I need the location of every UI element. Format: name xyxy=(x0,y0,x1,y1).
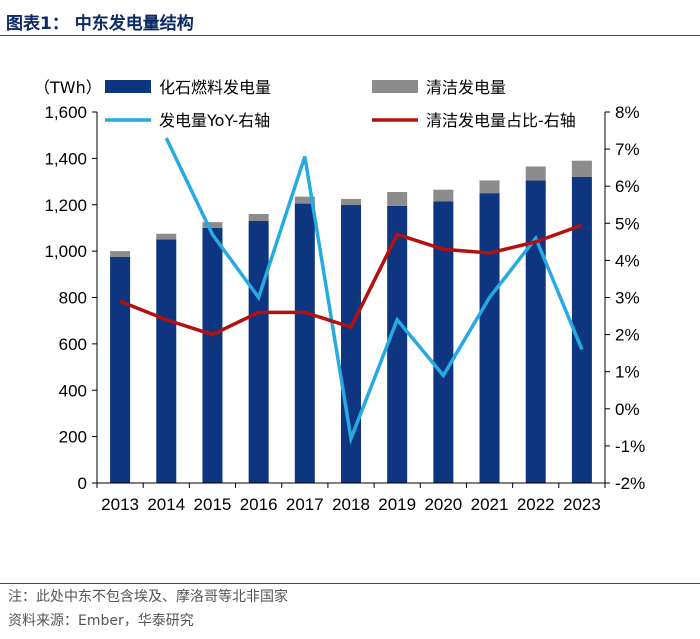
legend-clean-swatch xyxy=(372,80,418,93)
right-axis-tick-label: 8% xyxy=(615,103,640,122)
right-axis-tick-label: 4% xyxy=(615,251,640,270)
fossil-generation-bar xyxy=(248,220,269,483)
x-axis-tick-label: 2020 xyxy=(424,495,462,514)
right-axis-tick-label: 0% xyxy=(615,400,640,419)
legend-fossil-swatch xyxy=(105,80,151,93)
left-axis-tick-label: 800 xyxy=(59,289,87,308)
x-axis-tick-label: 2023 xyxy=(563,495,601,514)
left-axis-tick-label: 600 xyxy=(59,335,87,354)
x-axis-tick-label: 2022 xyxy=(517,495,555,514)
right-axis-tick-label: -1% xyxy=(615,437,645,456)
footnote: 注：此处中东不包含埃及、摩洛哥等北非国家 xyxy=(8,589,288,605)
clean-generation-bar xyxy=(294,196,315,204)
header-divider xyxy=(0,35,700,36)
clean-generation-bar xyxy=(110,251,131,257)
left-axis-tick-label: 400 xyxy=(59,381,87,400)
legend-yoy-label: 发电量YoY-右轴 xyxy=(159,111,270,130)
x-axis-tick-label: 2017 xyxy=(286,495,324,514)
footer-divider xyxy=(0,583,700,584)
right-axis-tick-label: -2% xyxy=(615,474,645,493)
left-axis-tick-label: 1,000 xyxy=(44,242,87,261)
figure-title: 图表1： 中东发电量结构 xyxy=(6,14,194,34)
x-axis-tick-label: 2013 xyxy=(101,495,139,514)
left-axis-unit: （TWh） xyxy=(34,78,102,97)
right-axis-tick-label: 6% xyxy=(615,177,640,196)
fossil-generation-bar xyxy=(387,205,408,484)
figure-header: 图表1： 中东发电量结构 xyxy=(0,0,700,38)
x-axis-tick-label: 2016 xyxy=(240,495,278,514)
x-axis-tick-label: 2014 xyxy=(147,495,185,514)
left-axis-tick-label: 0 xyxy=(78,474,87,493)
left-axis-tick-label: 1,600 xyxy=(44,103,87,122)
x-axis-tick-label: 2019 xyxy=(378,495,416,514)
line-series xyxy=(119,137,584,446)
x-axis-tick-label: 2015 xyxy=(194,495,232,514)
yoy-line xyxy=(164,137,584,446)
left-axis-tick-label: 200 xyxy=(59,428,87,447)
axes: 0 200 400 600 800 1,000 1,200 1,400 1,600 -2% -1% 0… xyxy=(44,103,645,514)
clean-generation-bar xyxy=(202,222,223,228)
x-axis-tick-label: 2021 xyxy=(471,495,509,514)
right-axis-tick-label: 5% xyxy=(615,214,640,233)
fossil-generation-bar xyxy=(110,256,131,483)
right-axis-tick-label: 1% xyxy=(615,363,640,382)
clean-generation-bar xyxy=(341,198,361,205)
right-axis-tick-label: 7% xyxy=(615,140,640,159)
clean-generation-bar xyxy=(433,189,454,202)
fossil-generation-bar xyxy=(433,201,454,483)
x-axis-tick-label: 2018 xyxy=(332,495,370,514)
source-note: 资料来源：Ember，华泰研究 xyxy=(8,613,194,629)
legend-clean-share-label: 清洁发电量占比-右轴 xyxy=(426,111,576,130)
clean-generation-bar xyxy=(525,166,546,181)
fossil-generation-bar xyxy=(571,176,592,484)
fossil-generation-bar xyxy=(525,180,546,483)
left-axis-tick-label: 1,200 xyxy=(44,196,87,215)
fossil-generation-bar xyxy=(479,193,500,483)
left-axis-tick-label: 1,400 xyxy=(44,149,87,168)
clean-generation-bar xyxy=(156,233,177,240)
legend-clean-label: 清洁发电量 xyxy=(426,78,506,97)
bar-series xyxy=(110,160,592,484)
legend-fossil-label: 化石燃料发电量 xyxy=(159,78,271,97)
clean-generation-bar xyxy=(248,214,269,221)
fossil-generation-bar xyxy=(156,239,177,483)
clean-generation-bar xyxy=(571,160,592,177)
clean-generation-bar xyxy=(479,180,500,194)
clean-generation-bar xyxy=(387,191,408,206)
right-axis-tick-label: 3% xyxy=(615,289,640,308)
right-axis-tick-label: 2% xyxy=(615,326,640,345)
fossil-generation-bar xyxy=(294,203,315,483)
fossil-generation-bar xyxy=(202,227,223,483)
